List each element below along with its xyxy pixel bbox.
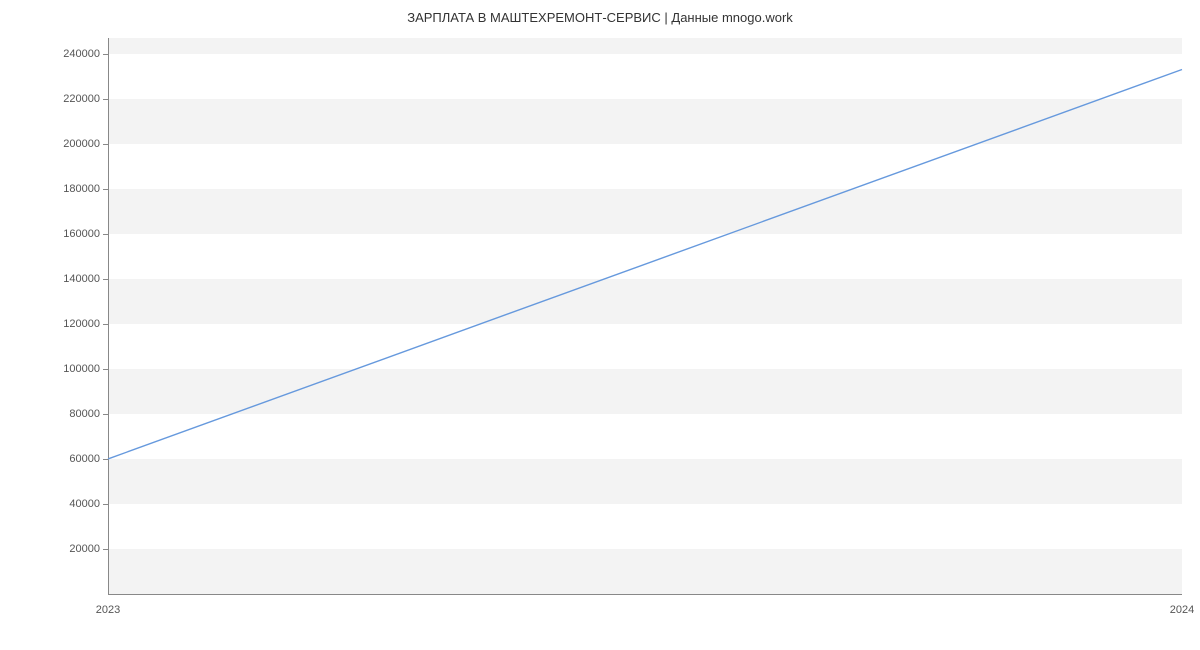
y-tick-mark [103, 549, 108, 550]
y-tick-label: 100000 [63, 363, 100, 375]
y-tick-mark [103, 144, 108, 145]
y-tick-label: 60000 [69, 453, 100, 465]
chart-title: ЗАРПЛАТА В МАШТЕХРЕМОНТ-СЕРВИС | Данные … [0, 10, 1200, 25]
y-tick-mark [103, 279, 108, 280]
y-tick-mark [103, 414, 108, 415]
x-tick-label: 2024 [1170, 604, 1194, 616]
y-tick-label: 200000 [63, 138, 100, 150]
y-tick-label: 120000 [63, 318, 100, 330]
y-tick-mark [103, 99, 108, 100]
y-tick-mark [103, 324, 108, 325]
x-tick-label: 2023 [96, 604, 120, 616]
y-tick-mark [103, 504, 108, 505]
y-tick-label: 180000 [63, 183, 100, 195]
y-tick-label: 220000 [63, 93, 100, 105]
y-tick-mark [103, 189, 108, 190]
y-tick-mark [103, 459, 108, 460]
plot-area: 2000040000600008000010000012000014000016… [108, 38, 1182, 594]
salary-chart: ЗАРПЛАТА В МАШТЕХРЕМОНТ-СЕРВИС | Данные … [0, 0, 1200, 650]
y-tick-mark [103, 234, 108, 235]
y-tick-label: 160000 [63, 228, 100, 240]
y-tick-label: 40000 [69, 498, 100, 510]
y-tick-label: 240000 [63, 48, 100, 60]
chart-line [108, 38, 1182, 594]
y-tick-label: 20000 [69, 543, 100, 555]
x-axis-line [108, 594, 1182, 595]
y-tick-mark [103, 369, 108, 370]
y-tick-mark [103, 54, 108, 55]
y-tick-label: 140000 [63, 273, 100, 285]
y-tick-label: 80000 [69, 408, 100, 420]
